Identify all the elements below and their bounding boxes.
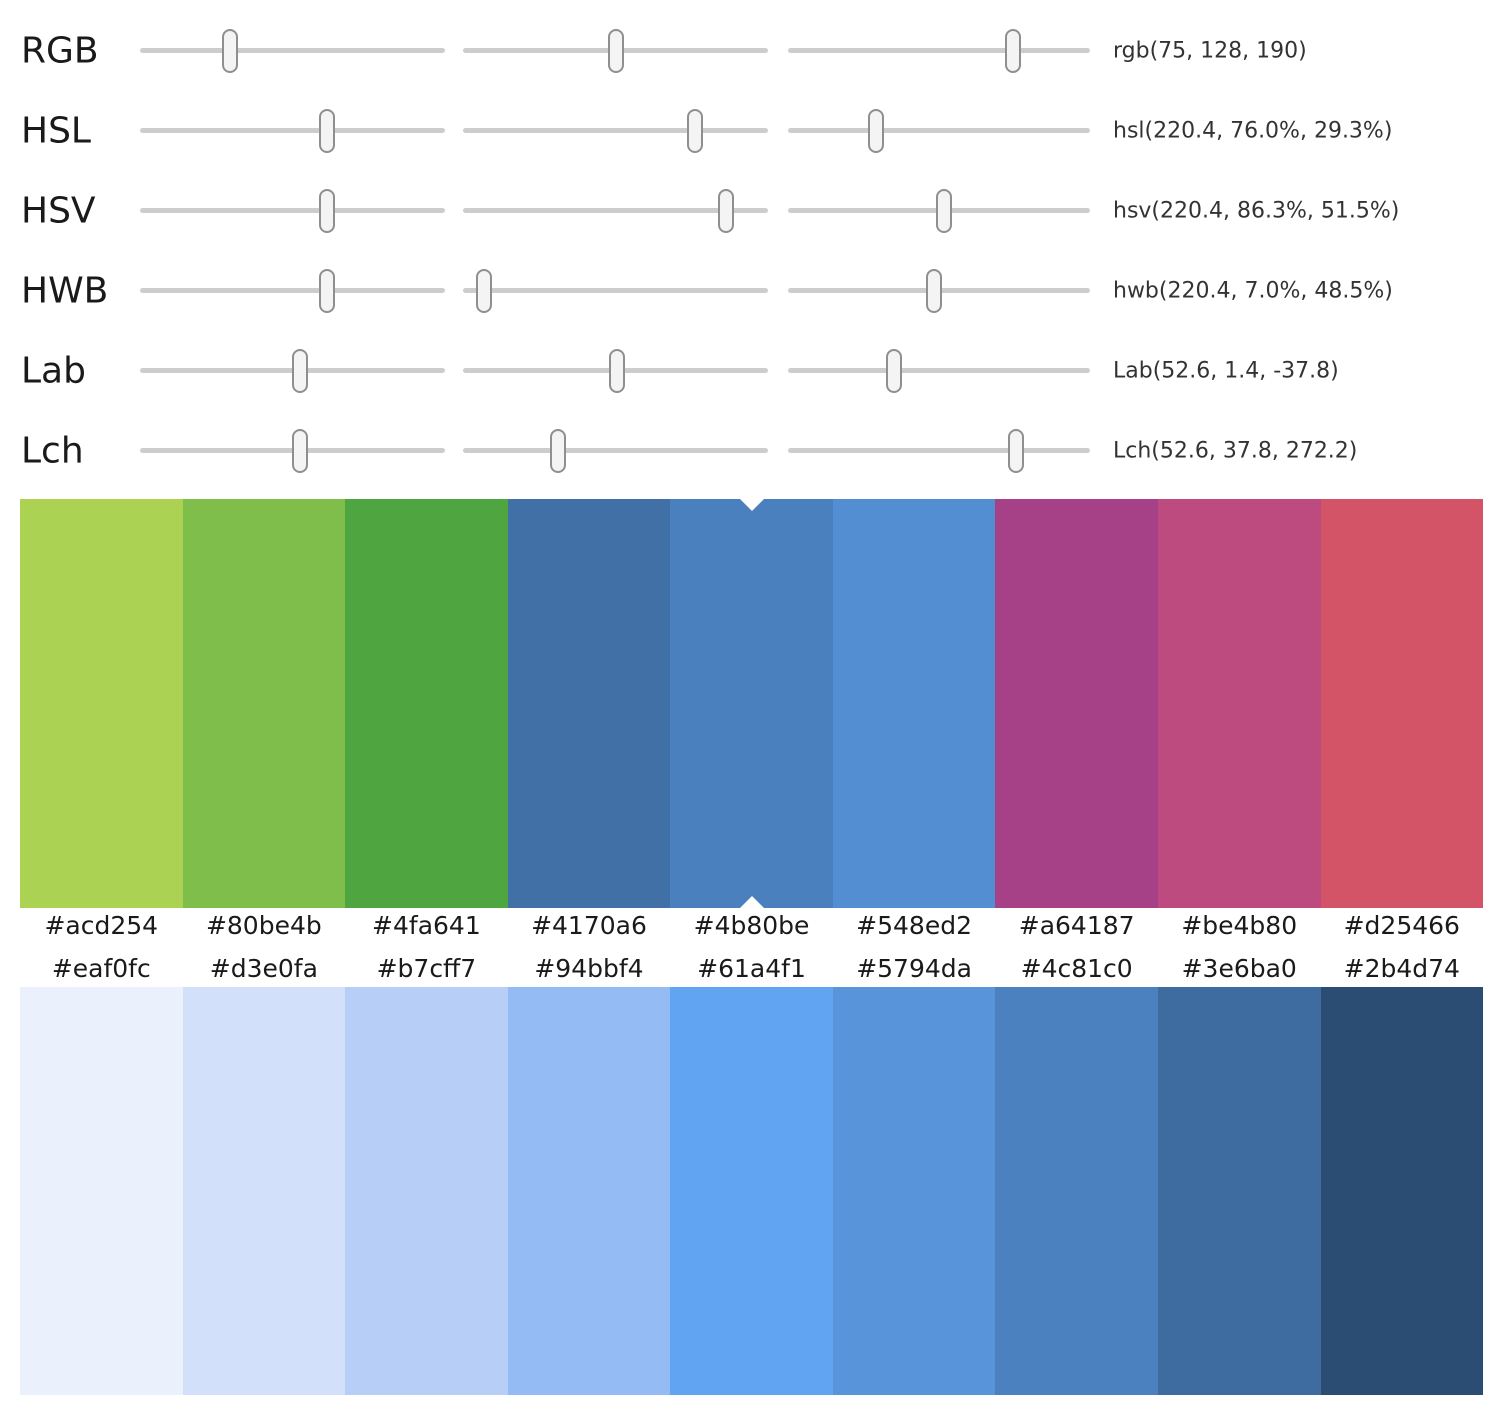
scale-hex-row: #eaf0fc #d3e0fa #b7cff7 #94bbf4 #61a4f1 #5794… [20,951,1483,987]
palette-swatch[interactable] [182,499,346,908]
slider-thumb[interactable] [935,188,952,233]
slider-thumb[interactable] [549,428,566,473]
palette-hex-row: #acd254 #80be4b #4fa641 #4170a6 #4b80be #548e… [20,908,1483,944]
slider-track[interactable] [463,348,768,393]
slider-track[interactable] [463,188,768,233]
slider-thumb[interactable] [1008,428,1025,473]
scale-swatch[interactable] [995,987,1158,1395]
palette-hex-label: #80be4b [205,911,322,940]
slider-value-text: rgb(75, 128, 190) [1113,38,1307,64]
slider-row-lch: Lch Lch(52.6, 37.8, 272.2) [0,411,1501,491]
slider-row-hwb: HWB hwb(220.4, 7.0%, 48.5%) [0,251,1501,331]
scale-hex-label: #d3e0fa [209,954,318,983]
slider-panel: RGB rgb(75, 128, 190) HSL hsl(220.4, 76.0%,… [0,11,1501,491]
scale-swatch[interactable] [670,987,833,1395]
slider-track[interactable] [788,108,1090,153]
scale-swatch[interactable] [345,987,508,1395]
palette-swatch[interactable] [1320,499,1484,908]
slider-track[interactable] [140,188,445,233]
palette-hex-label: #d25466 [1343,911,1460,940]
scale-swatch[interactable] [20,987,183,1395]
scale-hex-label: #b7cff7 [376,954,477,983]
slider-row-hsv: HSV hsv(220.4, 86.3%, 51.5%) [0,171,1501,251]
scale-hex-label: #3e6ba0 [1181,954,1297,983]
slider-row-label: HSV [21,190,96,232]
scale-swatch[interactable] [1157,987,1321,1395]
slider-track[interactable] [788,428,1090,473]
palette-swatch[interactable] [832,499,996,908]
slider-thumb[interactable] [608,28,625,73]
palette-swatch[interactable] [670,499,833,908]
scale-hex-label: #2b4d74 [1343,954,1460,983]
scale-strip [20,987,1484,1395]
slider-thumb[interactable] [868,108,885,153]
palette-swatch[interactable] [1157,499,1321,908]
slider-value-text: Lab(52.6, 1.4, -37.8) [1113,358,1339,384]
palette-swatch[interactable] [507,499,671,908]
scale-hex-label: #61a4f1 [697,954,806,983]
slider-thumb[interactable] [318,188,335,233]
slider-track[interactable] [788,348,1090,393]
slider-thumb[interactable] [318,108,335,153]
palette-hex-label: #4b80be [693,911,810,940]
slider-track[interactable] [463,108,768,153]
selected-color-notch-bottom [739,896,764,908]
slider-row-lab: Lab Lab(52.6, 1.4, -37.8) [0,331,1501,411]
slider-thumb[interactable] [292,428,309,473]
scale-swatch[interactable] [182,987,346,1395]
slider-value-text: hsl(220.4, 76.0%, 29.3%) [1113,118,1393,144]
slider-track[interactable] [463,28,768,73]
slider-track[interactable] [140,348,445,393]
palette-hex-label: #4170a6 [531,911,647,940]
slider-track[interactable] [788,28,1090,73]
slider-track[interactable] [140,268,445,313]
palette-strip [20,499,1484,908]
slider-track[interactable] [140,28,445,73]
palette-swatch[interactable] [20,499,183,908]
slider-track[interactable] [788,268,1090,313]
slider-track[interactable] [788,188,1090,233]
slider-thumb[interactable] [221,28,238,73]
palette-swatch[interactable] [345,499,508,908]
slider-row-rgb: RGB rgb(75, 128, 190) [0,11,1501,91]
scale-hex-label: #4c81c0 [1020,954,1133,983]
slider-row-hsl: HSL hsl(220.4, 76.0%, 29.3%) [0,91,1501,171]
slider-thumb[interactable] [292,348,309,393]
scale-hex-label: #5794da [856,954,972,983]
scale-swatch[interactable] [507,987,671,1395]
scale-hex-label: #94bbf4 [534,954,644,983]
slider-thumb[interactable] [609,348,626,393]
scale-swatch[interactable] [832,987,996,1395]
slider-thumb[interactable] [476,268,493,313]
slider-track[interactable] [463,268,768,313]
slider-row-label: HWB [21,270,109,312]
slider-value-text: hsv(220.4, 86.3%, 51.5%) [1113,198,1400,224]
slider-row-label: HSL [21,110,91,152]
palette-swatch[interactable] [995,499,1158,908]
slider-row-label: Lab [21,350,86,392]
slider-row-label: RGB [21,30,99,72]
palette-hex-label: #acd254 [44,911,159,940]
slider-track[interactable] [140,428,445,473]
slider-row-label: Lch [21,430,84,472]
slider-track[interactable] [463,428,768,473]
slider-thumb[interactable] [718,188,735,233]
slider-thumb[interactable] [318,268,335,313]
slider-thumb[interactable] [686,108,703,153]
slider-track[interactable] [140,108,445,153]
slider-thumb[interactable] [886,348,903,393]
palette-hex-label: #4fa641 [372,911,481,940]
palette-hex-label: #548ed2 [856,911,972,940]
slider-thumb[interactable] [1004,28,1021,73]
slider-value-text: Lch(52.6, 37.8, 272.2) [1113,438,1358,464]
slider-value-text: hwb(220.4, 7.0%, 48.5%) [1113,278,1393,304]
selected-color-notch-top [739,499,764,511]
palette-hex-label: #be4b80 [1181,911,1298,940]
slider-thumb[interactable] [926,268,943,313]
scale-hex-label: #eaf0fc [51,954,151,983]
scale-swatch[interactable] [1320,987,1484,1395]
palette-hex-label: #a64187 [1018,911,1135,940]
